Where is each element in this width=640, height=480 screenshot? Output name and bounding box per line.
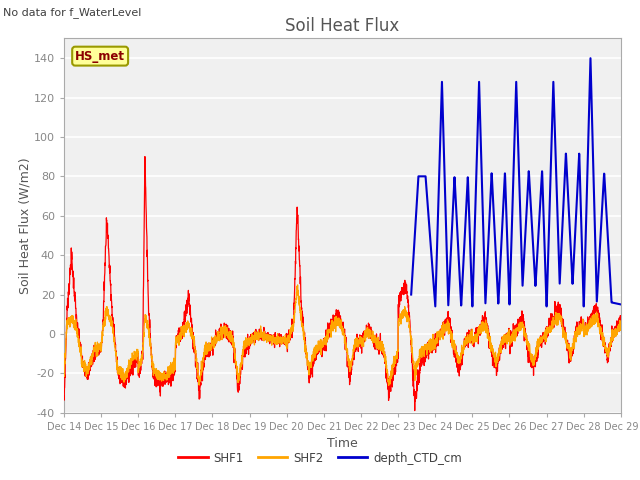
Title: Soil Heat Flux: Soil Heat Flux [285, 17, 399, 36]
Text: No data for f_WaterLevel: No data for f_WaterLevel [3, 7, 141, 18]
X-axis label: Time: Time [327, 437, 358, 450]
Y-axis label: Soil Heat Flux (W/m2): Soil Heat Flux (W/m2) [18, 157, 31, 294]
Legend: SHF1, SHF2, depth_CTD_cm: SHF1, SHF2, depth_CTD_cm [173, 447, 467, 469]
Text: HS_met: HS_met [75, 49, 125, 62]
